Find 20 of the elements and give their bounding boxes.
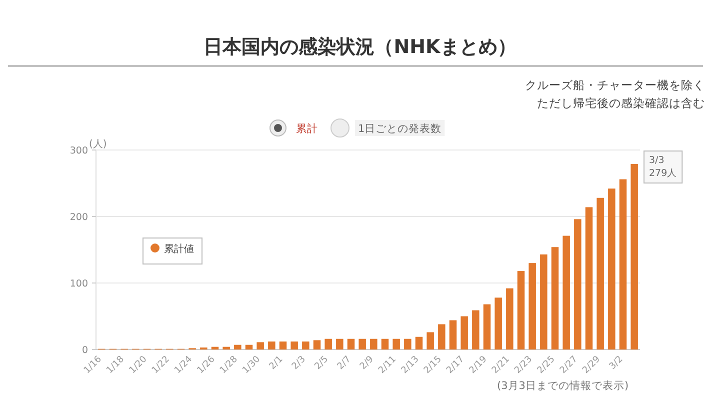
y-tick-label: 0 [82,345,88,356]
annotation: 累計 [296,123,318,135]
x-tick-label: 2/3 [290,354,308,372]
y-tick-label: 300 [70,146,88,156]
y-tick-label: 100 [70,278,88,290]
x-tick-label: 3/2 [608,354,626,372]
legend-label: 累計値 [164,243,194,255]
title: 日本国内の感染状況（NHKまとめ） [204,36,516,58]
legend: 累計値 [142,238,202,264]
tooltip: 3/3 279人 [644,150,683,184]
x-tick-label: 2/1 [268,354,286,372]
annotation: (3月3日までの情報で表示) [497,380,629,392]
x-tick-label: 2/9 [358,354,376,372]
y-axis-title: (人) [89,139,107,150]
annotation: ただし帰宅後の感染確認は含む [537,96,705,110]
x-tick-label: 2/5 [313,354,330,372]
annotation: 1日ごとの発表数 [355,120,445,136]
annotation: クルーズ船・チャーター機を除く [525,78,705,92]
y-tick-label: 200 [70,212,88,223]
x-tick-label: 2/7 [336,354,354,372]
